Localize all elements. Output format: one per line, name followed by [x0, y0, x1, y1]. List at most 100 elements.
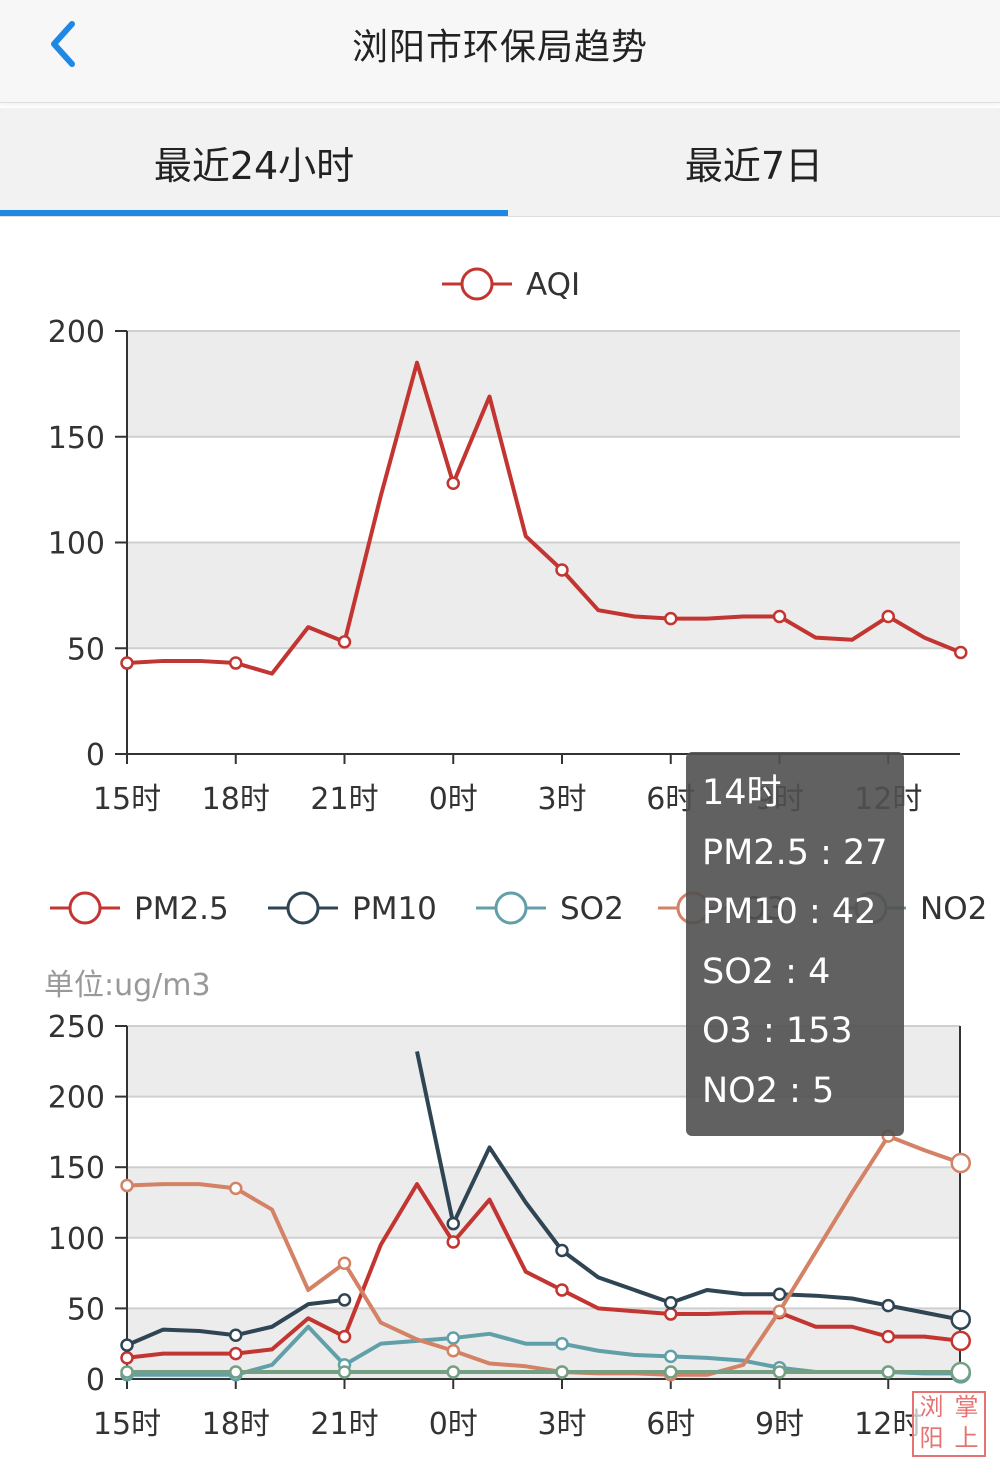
grid-band	[127, 542, 960, 649]
data-point	[664, 1296, 678, 1310]
data-point	[881, 609, 895, 624]
y-tick-label: 0	[86, 738, 105, 773]
data-point	[954, 645, 968, 660]
tooltip-time: 14时	[702, 773, 782, 813]
series-line	[126, 360, 962, 676]
x-tick-label: 21时	[310, 782, 378, 817]
active-tab-indicator	[0, 210, 508, 216]
legend-label: PM10	[352, 891, 437, 927]
data-point	[772, 1287, 787, 1302]
legend-marker	[68, 891, 102, 925]
watermark-char: 阳	[919, 1424, 944, 1452]
y-tick-label: 200	[48, 315, 105, 350]
data-point	[555, 1365, 569, 1379]
page-title: 浏阳市环保局趋势	[351, 27, 648, 68]
data-point	[446, 1344, 460, 1358]
data-point	[950, 1152, 971, 1174]
tooltip-line: PM10 : 42	[702, 892, 877, 932]
legend-label: SO2	[560, 891, 624, 927]
series-line	[415, 1051, 962, 1322]
series-line	[126, 1182, 961, 1360]
x-tick-label: 9时	[755, 1407, 804, 1442]
data-point	[555, 563, 569, 577]
data-point	[120, 1351, 134, 1365]
data-point	[664, 1349, 678, 1364]
data-tooltip: 14时 PM2.5 : 27 PM10 : 42 SO2 : 4 O3 : 15…	[686, 752, 904, 1136]
unit-label: 单位:ug/m3	[44, 968, 211, 1003]
data-point	[950, 1330, 971, 1352]
x-tick-label: 3时	[537, 1407, 586, 1442]
x-tick-label: 0时	[429, 782, 478, 817]
y-tick-label: 150	[48, 421, 105, 456]
y-tick-label: 200	[48, 1081, 105, 1116]
data-point	[337, 1365, 352, 1379]
data-point	[555, 1283, 569, 1297]
data-point	[120, 1365, 134, 1379]
data-point	[446, 1331, 460, 1345]
y-tick-label: 100	[48, 1222, 105, 1257]
x-tick-label: 3时	[537, 782, 586, 817]
tab-last-7-days[interactable]: 最近7日	[684, 143, 824, 188]
data-point	[120, 1178, 134, 1193]
data-point	[446, 1365, 460, 1379]
x-tick-label: 12时	[854, 1407, 922, 1442]
data-point	[881, 1329, 895, 1344]
data-point	[337, 1329, 352, 1344]
data-point	[337, 635, 352, 649]
tab-last-24-hours[interactable]: 最近24小时	[153, 143, 355, 188]
x-tick-label: 15时	[93, 1407, 161, 1442]
x-tick-label: 18时	[202, 1407, 270, 1442]
data-point	[337, 1256, 352, 1270]
data-point	[555, 1243, 569, 1258]
tab-bar: 最近24小时 最近7日	[0, 108, 1000, 217]
y-tick-label: 250	[48, 1010, 105, 1045]
x-tick-label: 15时	[93, 782, 161, 817]
series-line	[126, 1134, 962, 1377]
grid-band	[127, 331, 960, 437]
data-point	[881, 1365, 895, 1379]
watermark-seal: 浏 掌 阳 上	[912, 1391, 986, 1457]
legend-marker	[460, 267, 494, 301]
x-tick-label: 18时	[202, 782, 270, 817]
aqi-line-chart: 05010015020015时18时21时0时3时6时9时12时AQI	[48, 267, 968, 817]
data-point	[120, 656, 134, 670]
data-point	[120, 1338, 134, 1352]
data-point	[772, 1304, 787, 1318]
data-point	[229, 1346, 243, 1361]
data-point	[950, 1361, 971, 1383]
x-tick-label: 6时	[646, 1407, 695, 1442]
legend-marker	[286, 891, 320, 925]
data-point	[446, 1216, 460, 1231]
y-tick-label: 100	[48, 527, 105, 562]
y-tick-label: 50	[67, 1292, 105, 1327]
watermark-char: 浏	[919, 1393, 944, 1421]
data-point	[772, 1365, 787, 1379]
top-bar: 浏阳市环保局趋势	[0, 0, 1000, 103]
legend-marker	[494, 891, 528, 925]
data-point	[881, 1298, 895, 1313]
data-point	[664, 611, 678, 626]
tooltip-line: O3 : 153	[702, 1011, 853, 1051]
data-point	[229, 656, 243, 670]
watermark-char: 掌	[954, 1393, 979, 1421]
data-point	[664, 1307, 678, 1321]
data-point	[229, 1328, 243, 1342]
tooltip-line: SO2 : 4	[702, 951, 831, 992]
data-point	[229, 1181, 243, 1196]
x-tick-label: 0时	[429, 1407, 478, 1442]
legend-label: AQI	[526, 267, 580, 303]
back-arrow-icon[interactable]	[40, 14, 100, 74]
data-point	[950, 1309, 971, 1330]
data-point	[337, 1293, 352, 1307]
y-tick-label: 50	[67, 632, 105, 667]
data-point	[664, 1365, 678, 1379]
data-point	[446, 476, 460, 491]
data-point	[446, 1235, 460, 1249]
legend-label: NO2	[920, 891, 987, 927]
data-point	[772, 609, 787, 624]
y-tick-label: 0	[86, 1363, 105, 1398]
watermark-char: 上	[954, 1424, 979, 1452]
data-point	[555, 1336, 569, 1351]
legend-label: PM2.5	[134, 891, 229, 927]
tooltip-line: NO2 : 5	[702, 1070, 835, 1111]
